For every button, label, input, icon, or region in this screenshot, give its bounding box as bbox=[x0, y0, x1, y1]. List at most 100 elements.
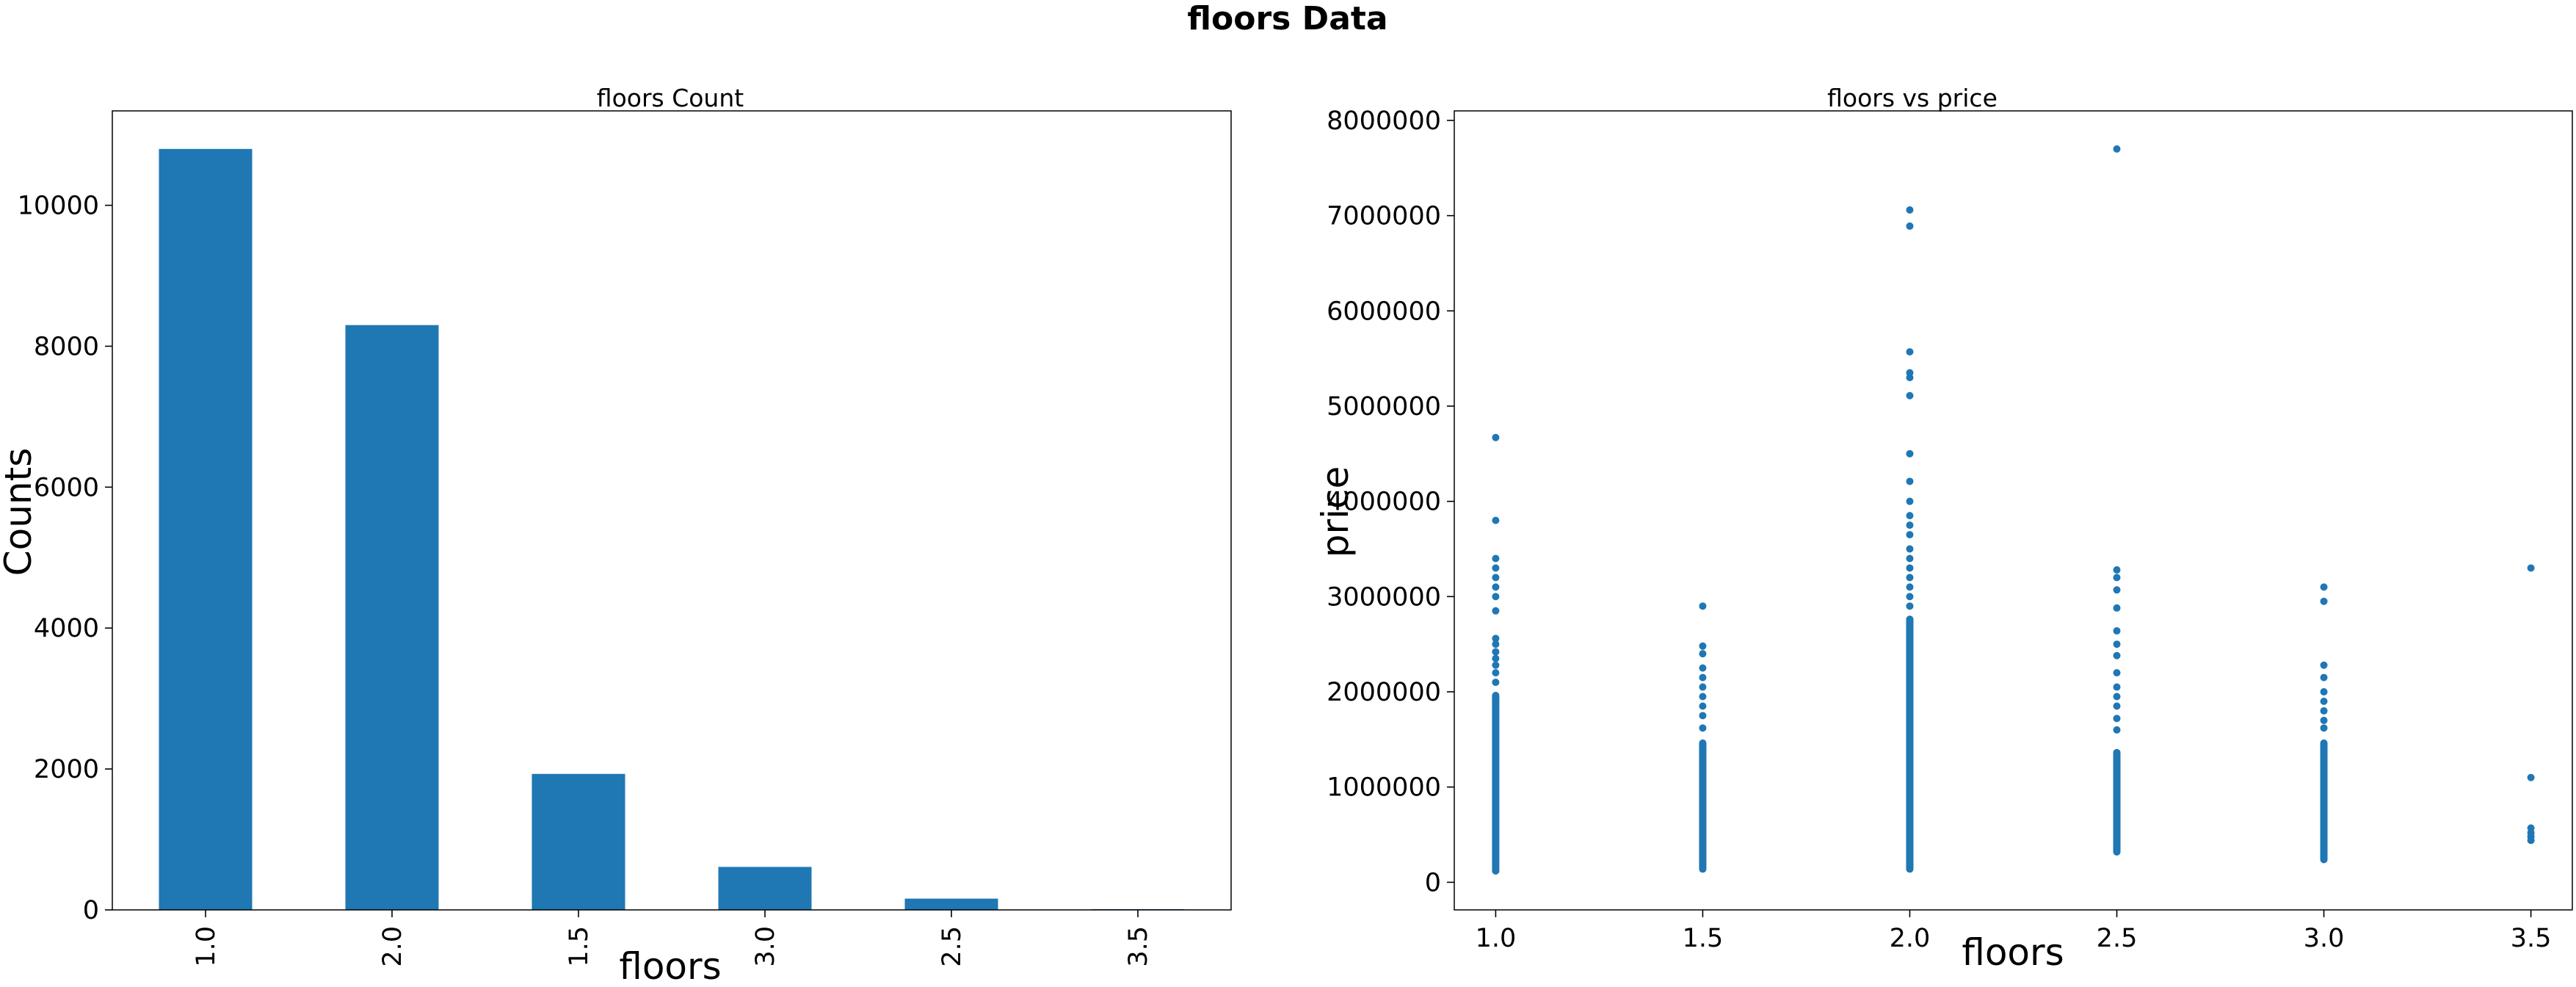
bar-chart-bars bbox=[159, 148, 1185, 910]
scatter-point bbox=[1906, 206, 1914, 214]
scatter-dense-column bbox=[2113, 748, 2121, 856]
bar-y-tick-label: 6000 bbox=[34, 473, 99, 502]
bar-chart-x-label: floors bbox=[619, 945, 721, 987]
scatter-point bbox=[1492, 433, 1500, 441]
bar-x-tick-label: 3.0 bbox=[751, 926, 780, 967]
scatter-point bbox=[1699, 650, 1707, 658]
scatter-point bbox=[2320, 698, 2328, 706]
scatter-point bbox=[1699, 724, 1707, 732]
bar bbox=[345, 325, 439, 910]
scatter-point bbox=[1492, 516, 1500, 524]
scatter-point bbox=[2320, 583, 2328, 591]
scatter-point bbox=[2113, 683, 2121, 691]
scatter-point bbox=[1906, 497, 1914, 505]
bar-chart-frame bbox=[112, 110, 1232, 911]
scatter-x-tick-label: 2.0 bbox=[1890, 924, 1931, 953]
scatter-point bbox=[1699, 693, 1707, 701]
scatter-point bbox=[2113, 604, 2121, 612]
scatter-point bbox=[1906, 593, 1914, 601]
bar-chart-title: floors Count bbox=[597, 84, 744, 112]
scatter-dense-column bbox=[1906, 615, 1914, 873]
scatter-point bbox=[2113, 627, 2121, 635]
bar-x-tick-label: 1.0 bbox=[192, 926, 221, 967]
scatter-point bbox=[2320, 716, 2328, 724]
bar-y-tick-label: 8000 bbox=[34, 332, 99, 361]
scatter-point bbox=[1906, 583, 1914, 591]
scatter-dense-column bbox=[1699, 739, 1707, 873]
bar bbox=[718, 867, 812, 910]
scatter-chart-frame bbox=[1454, 110, 2573, 911]
scatter-point bbox=[1492, 679, 1500, 687]
scatter-point bbox=[1906, 521, 1914, 529]
scatter-point bbox=[2320, 724, 2328, 732]
scatter-x-tick-label: 2.5 bbox=[2097, 924, 2138, 953]
scatter-point bbox=[1492, 634, 1500, 643]
scatter-point bbox=[1906, 222, 1914, 230]
scatter-point bbox=[1906, 564, 1914, 572]
scatter-y-tick-label: 7000000 bbox=[1327, 202, 1441, 231]
bar-x-tick-label: 2.0 bbox=[378, 926, 407, 967]
scatter-point bbox=[1906, 374, 1914, 382]
scatter-y-tick-label: 2000000 bbox=[1327, 678, 1441, 707]
scatter-point bbox=[2113, 640, 2121, 648]
bar bbox=[531, 773, 625, 910]
scatter-point bbox=[1492, 669, 1500, 677]
bar-x-tick-label: 2.5 bbox=[937, 926, 967, 967]
scatter-point bbox=[1492, 554, 1500, 563]
scatter-point bbox=[1492, 574, 1500, 582]
scatter-chart-y-label: price bbox=[1314, 466, 1357, 557]
scatter-point bbox=[2113, 586, 2121, 594]
bar-y-tick-label: 4000 bbox=[34, 614, 99, 643]
scatter-y-tick-label: 1000000 bbox=[1327, 773, 1441, 803]
scatter-point bbox=[1492, 654, 1500, 662]
scatter-point bbox=[1492, 648, 1500, 656]
scatter-y-tick-label: 4000000 bbox=[1327, 488, 1441, 517]
scatter-point bbox=[1906, 512, 1914, 520]
scatter-point bbox=[1906, 348, 1914, 356]
scatter-point bbox=[2113, 574, 2121, 582]
scatter-dense-column bbox=[1492, 692, 1500, 875]
scatter-point bbox=[1492, 640, 1500, 648]
bar-y-tick-label: 10000 bbox=[18, 192, 99, 221]
scatter-chart-points bbox=[1492, 145, 2535, 845]
scatter-dense-column bbox=[2320, 739, 2328, 864]
scatter-point bbox=[1906, 545, 1914, 553]
scatter-point bbox=[1699, 712, 1707, 720]
bar-chart-panel: floors Count 0 2000 4000 6000 8000 10000 1.0 2… bbox=[0, 84, 1232, 987]
scatter-point bbox=[2113, 715, 2121, 723]
scatter-chart-x-label: floors bbox=[1962, 931, 2064, 974]
scatter-y-tick-label: 8000000 bbox=[1327, 106, 1441, 136]
scatter-point bbox=[2320, 597, 2328, 605]
scatter-point bbox=[1492, 593, 1500, 601]
scatter-y-tick-label: 5000000 bbox=[1327, 392, 1441, 422]
scatter-chart-y-axis: 0 1000000 2000000 3000000 4000000 5000000 6000… bbox=[1327, 106, 1454, 897]
scatter-point bbox=[1906, 449, 1914, 458]
scatter-point bbox=[1906, 574, 1914, 582]
bar-x-tick-label: 1.5 bbox=[565, 926, 594, 967]
figure-title: floors Data bbox=[1187, 0, 1387, 37]
scatter-x-tick-label: 3.0 bbox=[2304, 924, 2345, 953]
scatter-point bbox=[1492, 607, 1500, 615]
scatter-point bbox=[1699, 683, 1707, 691]
scatter-point bbox=[2320, 661, 2328, 669]
scatter-chart-panel: floors vs price 0 1000000 2000000 3000000 40… bbox=[1314, 84, 2573, 974]
scatter-point bbox=[2113, 566, 2121, 574]
scatter-point bbox=[1699, 664, 1707, 672]
scatter-point bbox=[1906, 531, 1914, 539]
scatter-y-tick-label: 6000000 bbox=[1327, 297, 1441, 326]
scatter-point bbox=[2113, 145, 2121, 153]
scatter-point bbox=[2320, 688, 2328, 696]
scatter-chart-dense-points bbox=[1492, 615, 2328, 875]
scatter-chart-title: floors vs price bbox=[1827, 84, 1998, 112]
scatter-point bbox=[2320, 706, 2328, 715]
bar-y-tick-label: 2000 bbox=[34, 755, 99, 784]
scatter-point bbox=[1906, 477, 1914, 485]
scatter-point bbox=[1906, 554, 1914, 563]
scatter-point bbox=[2113, 669, 2121, 677]
scatter-y-tick-label: 0 bbox=[1425, 868, 1441, 897]
scatter-x-tick-label: 1.0 bbox=[1476, 924, 1517, 953]
scatter-point bbox=[1492, 564, 1500, 572]
bar-chart-y-axis: 0 2000 4000 6000 8000 10000 bbox=[18, 192, 112, 925]
scatter-chart-x-axis: 1.0 1.5 2.0 2.5 3.0 3.5 bbox=[1476, 910, 2551, 953]
scatter-point bbox=[1699, 702, 1707, 710]
